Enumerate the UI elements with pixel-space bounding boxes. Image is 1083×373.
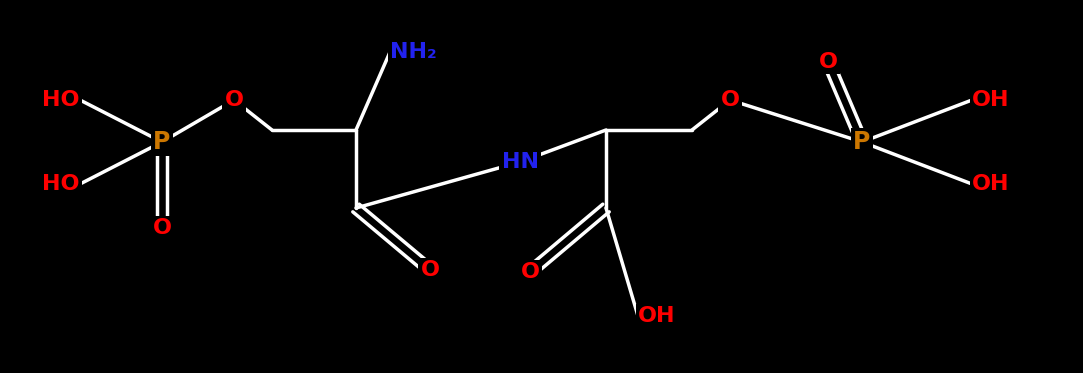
Text: P: P bbox=[853, 130, 871, 154]
Text: HO: HO bbox=[42, 174, 80, 194]
Text: OH: OH bbox=[973, 90, 1009, 110]
Text: O: O bbox=[819, 52, 837, 72]
Text: HN: HN bbox=[501, 152, 538, 172]
Text: NH₂: NH₂ bbox=[390, 42, 436, 62]
Text: HO: HO bbox=[42, 90, 80, 110]
Text: O: O bbox=[420, 260, 440, 280]
Text: O: O bbox=[224, 90, 244, 110]
Text: O: O bbox=[720, 90, 740, 110]
Text: OH: OH bbox=[638, 306, 676, 326]
Text: O: O bbox=[153, 218, 171, 238]
Text: OH: OH bbox=[973, 174, 1009, 194]
Text: P: P bbox=[154, 130, 171, 154]
Text: O: O bbox=[521, 262, 539, 282]
